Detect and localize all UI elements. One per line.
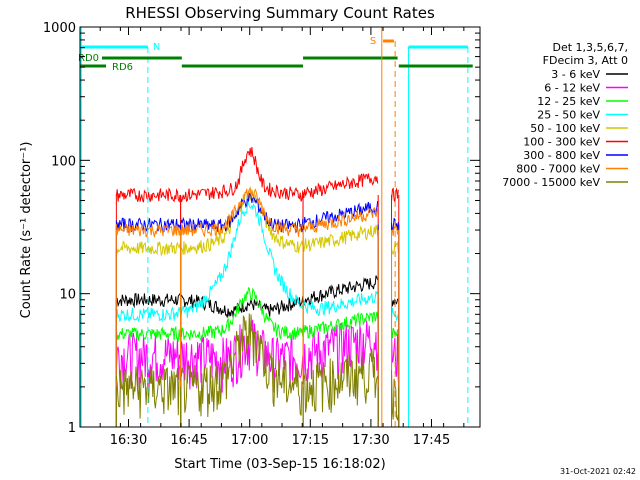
x-axis-label: Start Time (03-Sep-15 16:18:02) bbox=[174, 457, 385, 472]
y-tick-label: 1000 bbox=[43, 21, 76, 36]
flag-area: N RD0 RD6 S bbox=[78, 27, 473, 427]
x-tick-label: 17:45 bbox=[413, 433, 450, 448]
y-tick-label: 10 bbox=[59, 288, 76, 303]
series-line bbox=[180, 198, 304, 319]
series-line bbox=[391, 298, 399, 307]
x-tick-label: 17:30 bbox=[352, 433, 389, 448]
x-tick-label: 16:45 bbox=[170, 433, 207, 448]
legend: Det 1,3,5,6,7, FDecim 3, Att 0 3 - 6 keV… bbox=[502, 41, 628, 189]
legend-entry-label: 800 - 7000 keV bbox=[516, 163, 600, 176]
series-line bbox=[180, 186, 304, 238]
series-line bbox=[302, 311, 379, 339]
series-line bbox=[180, 313, 304, 418]
series-line bbox=[302, 224, 379, 252]
series-line bbox=[180, 319, 304, 393]
series-line bbox=[302, 320, 379, 381]
x-tick-label: 17:00 bbox=[231, 433, 268, 448]
legend-entry-label: 25 - 50 keV bbox=[537, 109, 600, 122]
legend-header-line-2: FDecim 3, Att 0 bbox=[543, 54, 628, 67]
series-line bbox=[116, 292, 181, 309]
series-line bbox=[391, 225, 399, 237]
plot-area bbox=[115, 147, 400, 427]
series-line bbox=[302, 173, 379, 200]
legend-entry-label: 100 - 300 keV bbox=[523, 136, 600, 149]
x-tick-label: 17:15 bbox=[292, 433, 329, 448]
series-line bbox=[180, 286, 304, 342]
legend-entry-label: 12 - 25 keV bbox=[537, 95, 600, 108]
legend-entry-label: 6 - 12 keV bbox=[544, 82, 600, 95]
legend-entry-label: 300 - 800 keV bbox=[523, 149, 600, 162]
legend-header-line-1: Det 1,3,5,6,7, bbox=[552, 41, 628, 54]
y-tick-label: 1 bbox=[68, 421, 76, 436]
series-line bbox=[115, 365, 181, 419]
series-line bbox=[302, 206, 379, 233]
series-line bbox=[302, 348, 379, 413]
chart-title: RHESSI Observing Summary Count Rates bbox=[125, 4, 435, 22]
saa-label: N bbox=[153, 42, 160, 53]
legend-entry-label: 7000 - 15000 keV bbox=[502, 176, 600, 189]
sflag-label: S bbox=[370, 36, 376, 47]
series-line bbox=[302, 201, 379, 230]
rd6-label: RD6 bbox=[112, 62, 133, 73]
series-line bbox=[115, 187, 181, 204]
timestamp: 31-Oct-2021 02:42 bbox=[560, 467, 636, 476]
axes-frame bbox=[79, 26, 481, 428]
legend-entry-label: 50 - 100 keV bbox=[530, 122, 600, 135]
series-line bbox=[180, 193, 304, 234]
legend-entry-label: 3 - 6 keV bbox=[551, 68, 600, 81]
series-line bbox=[180, 188, 304, 255]
series-line bbox=[180, 147, 304, 203]
series-line bbox=[391, 333, 399, 382]
series-line bbox=[302, 290, 379, 317]
y-tick-label: 100 bbox=[51, 154, 76, 169]
series-line bbox=[302, 275, 379, 307]
x-tick-label: 16:30 bbox=[110, 433, 147, 448]
rd0-label: RD0 bbox=[78, 53, 99, 64]
y-axis-label: Count Rate (s⁻¹ detector⁻¹) bbox=[19, 142, 34, 319]
axis-ticks: 16:30 16:45 17:00 17:15 17:30 17:45 1 10 100 1000 bbox=[43, 21, 480, 448]
